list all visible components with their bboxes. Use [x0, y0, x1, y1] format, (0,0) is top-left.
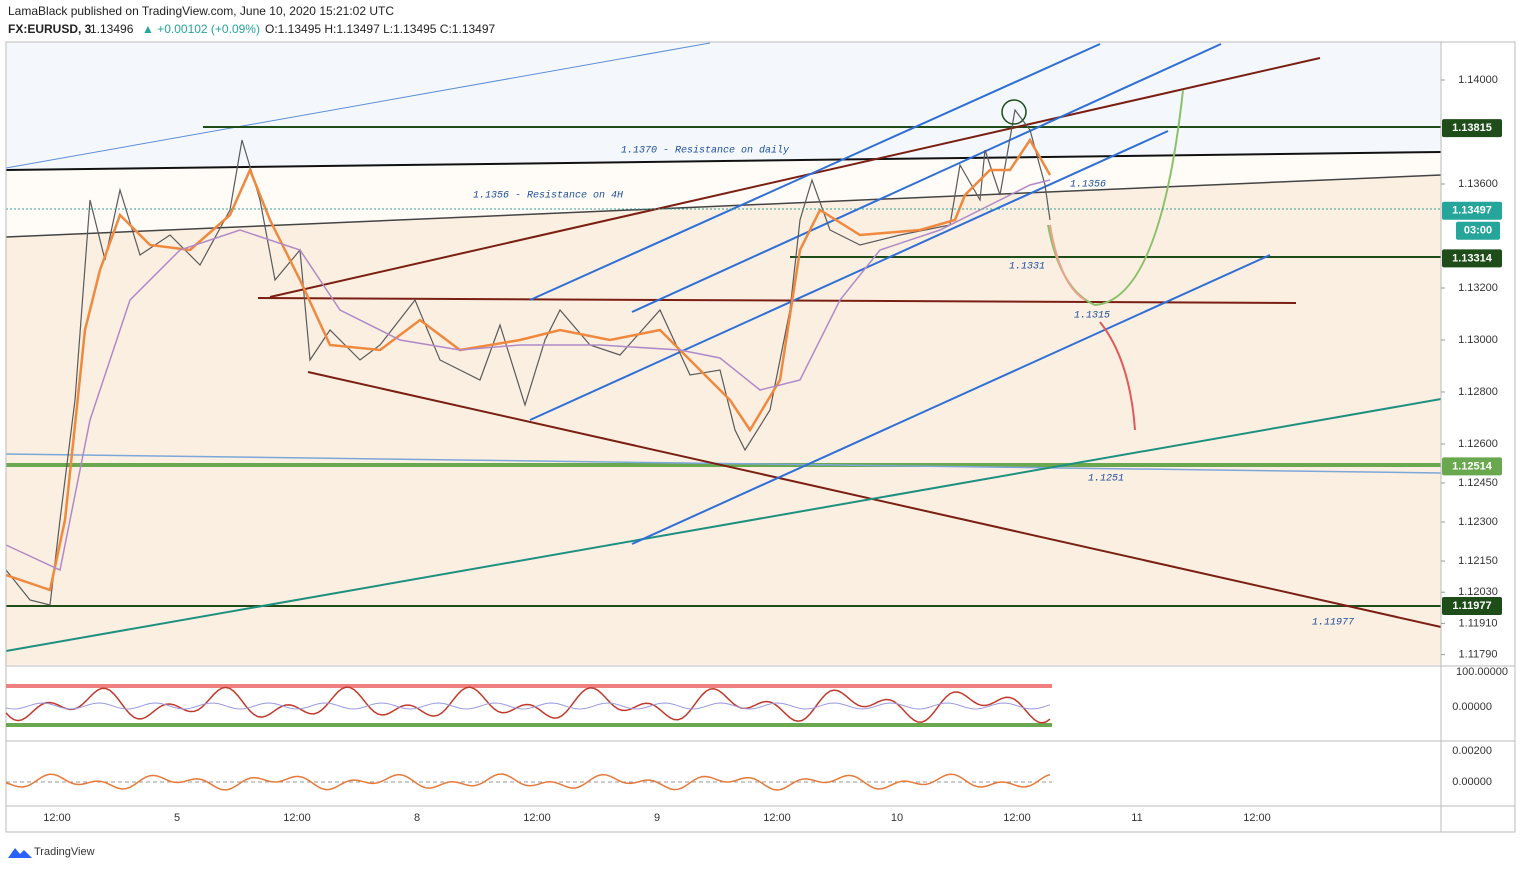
annotation: 1.1356 - Resistance on 4H	[473, 190, 623, 202]
price-badge	[1442, 457, 1502, 476]
time-tick-label: 12:00	[1003, 812, 1031, 824]
price-badge-label: 1.13314	[1452, 252, 1493, 264]
symbol: FX:EURUSD, 3	[8, 22, 92, 36]
price-tick-label: 1.12150	[1458, 555, 1498, 567]
time-tick-label: 10	[891, 812, 903, 824]
price-tick-label: 1.11790	[1459, 649, 1498, 661]
countdown-badge	[1456, 221, 1500, 240]
osc1	[5, 684, 1052, 727]
time-tick-label: 12:00	[763, 812, 791, 824]
price-badge	[1442, 249, 1502, 268]
change: ▲ +0.00102 (+0.09%)	[142, 22, 260, 36]
publisher: LamaBlack published on TradingView.com, …	[8, 4, 394, 18]
main-pane: 1.1370 - Resistance on daily 1.1356 - Re…	[5, 42, 1442, 665]
price-tick-label: 1.11910	[1459, 617, 1498, 629]
osc2-tick: 0.00000	[1452, 776, 1492, 788]
time-tick-label: 5	[174, 812, 180, 824]
price-badge-label: 1.13815	[1452, 122, 1492, 134]
price-tick-label: 1.13000	[1458, 334, 1498, 346]
osc1-tick: 0.00000	[1452, 701, 1492, 713]
time-tick-label: 12:00	[43, 812, 71, 824]
annotation: 1.1356	[1070, 180, 1106, 191]
osc2-tick: 0.00200	[1452, 745, 1492, 757]
time-tick-label: 12:00	[1243, 812, 1271, 824]
time-tick-label: 11	[1131, 812, 1142, 824]
price-tick-label: 1.12800	[1458, 386, 1498, 398]
time-tick-label: 12:00	[523, 812, 551, 824]
annotation: 1.1370 - Resistance on daily	[621, 145, 790, 157]
price-badge	[1442, 119, 1502, 138]
time-tick-label: 12:00	[283, 812, 311, 824]
annotation: 1.1331	[1009, 262, 1045, 273]
annotation: 1.11977	[1312, 618, 1354, 629]
logo	[8, 848, 32, 858]
price-tick-label: 1.13600	[1458, 178, 1498, 190]
price-tick-label: 1.13200	[1458, 282, 1498, 294]
osc1-tick: 100.00000	[1456, 666, 1508, 678]
price-badge	[1442, 201, 1502, 220]
price-tick-label: 1.12450	[1458, 477, 1498, 489]
time-tick-label: 9	[654, 812, 660, 824]
last-price: 1.13496	[90, 22, 134, 36]
annotation: 1.1251	[1088, 474, 1124, 485]
footer: TradingView	[34, 846, 95, 858]
price-tick-label: 1.12030	[1458, 586, 1498, 598]
countdown: 03:00	[1464, 225, 1492, 237]
ohlc: O:1.13495 H:1.13497 L:1.13495 C:1.13497	[265, 22, 496, 36]
price-tick-label: 1.12600	[1458, 438, 1498, 450]
price-badge	[1442, 596, 1502, 615]
price-tick-label: 1.12300	[1458, 516, 1498, 528]
panes-frame	[5, 41, 1516, 833]
price-badge-label: 1.12514	[1452, 460, 1493, 472]
time-tick-label: 8	[414, 812, 420, 824]
price-badge-label: 1.11977	[1452, 600, 1491, 612]
price-badge-label: 1.13497	[1452, 205, 1492, 217]
price-tick-label: 1.14000	[1458, 74, 1498, 86]
osc2	[5, 773, 1052, 791]
annotation: 1.1315	[1074, 311, 1110, 322]
